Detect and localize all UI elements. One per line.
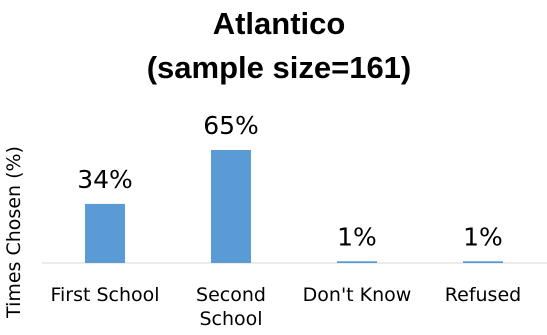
data-labels-group: 34% 65% 1% 1% (77, 111, 503, 251)
data-label: 65% (203, 111, 259, 140)
x-tick-label: First School (50, 284, 159, 306)
x-tick-label: School (199, 308, 262, 330)
bar (337, 261, 377, 263)
x-tick-label: Second (196, 284, 266, 306)
y-axis-label: Times Chosen (%) (3, 146, 25, 319)
chart-title-line: Atlantico (213, 6, 346, 41)
chart-title-line: (sample size=161) (147, 50, 412, 85)
data-label: 1% (463, 222, 503, 251)
data-label: 34% (77, 165, 133, 194)
bar (211, 150, 251, 263)
chart-title: Atlantico (sample size=161) (147, 6, 412, 85)
x-tick-label: Refused (445, 284, 521, 306)
data-label: 1% (337, 222, 377, 251)
x-tick-label: Don't Know (303, 284, 412, 306)
bar (463, 261, 503, 263)
bar (85, 203, 125, 263)
bars-group (85, 150, 503, 263)
